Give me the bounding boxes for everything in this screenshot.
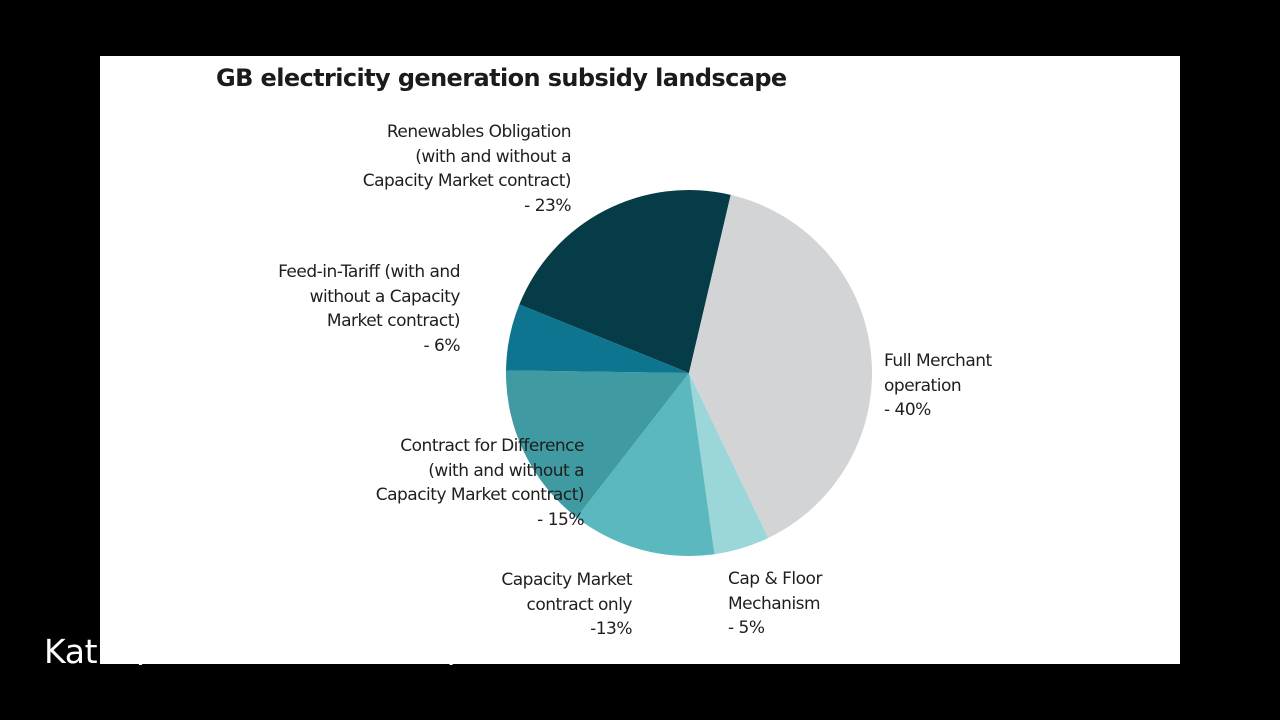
slide: GB electricity generation subsidy landsc… bbox=[100, 56, 1180, 664]
label-value: -13% bbox=[590, 619, 632, 639]
pie-chart bbox=[506, 190, 873, 557]
label-value: - 23% bbox=[524, 195, 571, 216]
label-line: Full Merchant bbox=[884, 351, 992, 371]
pie-slice-2 bbox=[689, 373, 769, 555]
label-line: (with and without a bbox=[428, 460, 584, 481]
label-feed-in-tariff: Feed-in-Tariff (with and without a Capac… bbox=[278, 260, 460, 358]
label-capacity-market-only: Capacity Market contract only -13% bbox=[501, 568, 632, 642]
label-line: operation bbox=[884, 375, 962, 396]
chart-title: GB electricity generation subsidy landsc… bbox=[216, 64, 787, 92]
label-line: Feed-in-Tariff (with and bbox=[278, 262, 460, 282]
label-line: contract only bbox=[526, 594, 633, 615]
label-line: Mechanism bbox=[728, 593, 821, 614]
label-line: Contract for Difference bbox=[400, 436, 584, 456]
label-line: Cap & Floor bbox=[728, 569, 822, 589]
label-contract-for-difference: Contract for Difference (with and withou… bbox=[375, 434, 585, 532]
label-value: - 40% bbox=[884, 400, 931, 420]
pie-slice-1 bbox=[689, 194, 873, 538]
label-line: Capacity Market bbox=[501, 570, 632, 590]
label-line: Capacity Market contract) bbox=[362, 171, 572, 191]
video-caption: Kathryn Porter - Watt-Logic bbox=[44, 632, 483, 671]
label-full-merchant: Full Merchant operation - 40% bbox=[884, 349, 992, 423]
label-line: Market contract) bbox=[326, 311, 461, 331]
label-value: - 6% bbox=[423, 335, 460, 356]
label-line: without a Capacity bbox=[309, 286, 461, 307]
label-value: - 15% bbox=[537, 509, 584, 530]
pie-slice-0 bbox=[519, 190, 731, 373]
pie-slice-5 bbox=[506, 304, 689, 373]
label-renewables-obligation: Renewables Obligation (with and without … bbox=[362, 120, 572, 218]
label-cap-and-floor: Cap & Floor Mechanism - 5% bbox=[728, 567, 822, 641]
label-line: Renewables Obligation bbox=[386, 122, 572, 142]
label-line: Capacity Market contract) bbox=[375, 485, 585, 505]
label-line: (with and without a bbox=[415, 146, 571, 167]
pie-slice-4 bbox=[506, 370, 689, 518]
pie-slice-3 bbox=[576, 373, 715, 557]
label-value: - 5% bbox=[728, 618, 765, 638]
